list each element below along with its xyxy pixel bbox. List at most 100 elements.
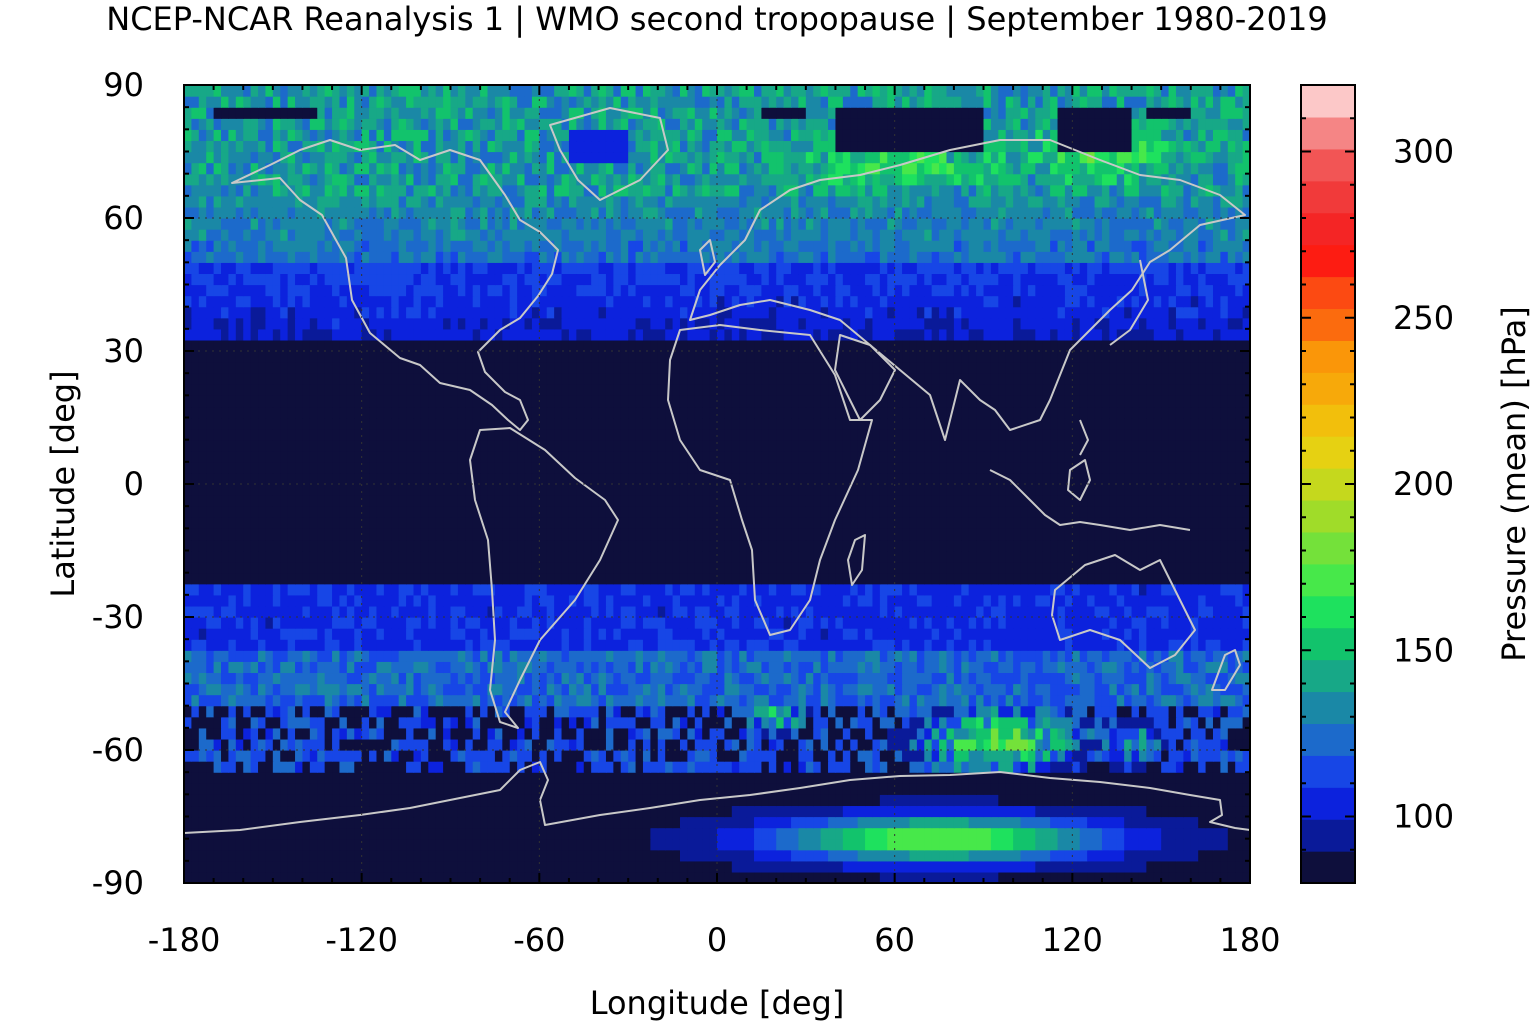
heatmap-cell [1064, 871, 1073, 884]
heatmap-cell [531, 583, 540, 596]
heatmap-cell [879, 572, 888, 585]
heatmap-cell [783, 495, 792, 507]
heatmap-cell [835, 827, 844, 840]
heatmap-cell [531, 860, 540, 873]
heatmap-cell [968, 816, 977, 829]
heatmap-cell [805, 672, 814, 685]
heatmap-cell [739, 495, 748, 507]
heatmap-cell [1220, 761, 1229, 773]
heatmap-cell [798, 628, 807, 640]
heatmap-cell [457, 550, 466, 563]
heatmap-cell [531, 639, 540, 651]
heatmap-cell [184, 738, 193, 751]
heatmap-cell [635, 572, 644, 585]
heatmap-cell [1020, 628, 1029, 640]
heatmap-cell [939, 772, 948, 784]
heatmap-cell [916, 561, 925, 574]
heatmap-cell [687, 550, 696, 563]
heatmap-cell [850, 849, 859, 862]
heatmap-cell [665, 783, 674, 795]
heatmap-cell [376, 705, 385, 718]
heatmap-cell [531, 650, 540, 662]
heatmap-cell [739, 539, 748, 552]
heatmap-cell [879, 539, 888, 552]
heatmap-cell [1087, 605, 1096, 618]
heatmap-cell [221, 761, 230, 773]
heatmap-cell [887, 495, 896, 507]
heatmap-cell [494, 683, 503, 696]
heatmap-cell [554, 727, 563, 740]
heatmap-cell [1212, 594, 1221, 607]
heatmap-cell [828, 550, 837, 563]
heatmap-cell [902, 738, 911, 751]
heatmap-cell [1013, 550, 1022, 563]
heatmap-cell [916, 783, 925, 795]
heatmap-cell [287, 572, 296, 585]
heatmap-cell [1079, 716, 1088, 729]
heatmap-cell [694, 871, 703, 884]
heatmap-cell [768, 738, 777, 751]
heatmap-cell [509, 705, 518, 718]
heatmap-cell [1131, 650, 1140, 662]
heatmap-cell [1109, 772, 1118, 784]
heatmap-cell [591, 539, 600, 552]
heatmap-cell [694, 705, 703, 718]
heatmap-cell [657, 594, 666, 607]
heatmap-cell [398, 772, 407, 784]
heatmap-cell [494, 871, 503, 884]
heatmap-cell [1042, 683, 1051, 696]
heatmap-cell [746, 683, 755, 696]
heatmap-cell [605, 617, 614, 629]
heatmap-cell [561, 550, 570, 563]
heatmap-cell [679, 628, 688, 640]
heatmap-cell [746, 738, 755, 751]
heatmap-cell [1079, 550, 1088, 563]
heatmap-cell [568, 628, 577, 640]
heatmap-cell [265, 750, 274, 762]
heatmap-cell [939, 783, 948, 795]
heatmap-cell [287, 849, 296, 862]
heatmap-cell [324, 738, 333, 751]
heatmap-cell [791, 583, 800, 596]
heatmap-cell [1042, 750, 1051, 762]
heatmap-cell [346, 528, 355, 541]
heatmap-cell [1042, 617, 1051, 629]
heatmap-cell [976, 517, 985, 529]
heatmap-cell [1183, 506, 1192, 518]
heatmap-cell [968, 572, 977, 585]
heatmap-cell [221, 572, 230, 585]
heatmap-cell [613, 838, 622, 851]
heatmap-cell [494, 805, 503, 818]
heatmap-cell [546, 528, 555, 541]
heatmap-cell [968, 594, 977, 607]
heatmap-cell [613, 750, 622, 762]
heatmap-cell [206, 705, 215, 718]
heatmap-cell [702, 528, 711, 541]
heatmap-cell [1079, 572, 1088, 585]
heatmap-cell [250, 794, 259, 807]
heatmap-cell [1087, 672, 1096, 685]
heatmap-cell [887, 550, 896, 563]
heatmap-cell [717, 860, 726, 873]
heatmap-cell [879, 805, 888, 818]
heatmap-cell [679, 561, 688, 574]
heatmap-cell [420, 772, 429, 784]
heatmap-cell [435, 528, 444, 541]
heatmap-cell [1064, 816, 1073, 829]
heatmap-cell [605, 628, 614, 640]
heatmap-cell [635, 583, 644, 596]
heatmap-cell [1138, 517, 1147, 529]
heatmap-cell [420, 506, 429, 518]
heatmap-cell [1109, 639, 1118, 651]
heatmap-cell [650, 617, 659, 629]
heatmap-cell [1079, 661, 1088, 674]
heatmap-cell [1138, 528, 1147, 541]
heatmap-cell [798, 805, 807, 818]
heatmap-cell [976, 617, 985, 629]
heatmap-cell [783, 805, 792, 818]
heatmap-cell [1109, 838, 1118, 851]
heatmap-cell [198, 794, 207, 807]
heatmap-cell [539, 583, 548, 596]
heatmap-cell [258, 871, 267, 884]
heatmap-cell [687, 650, 696, 662]
